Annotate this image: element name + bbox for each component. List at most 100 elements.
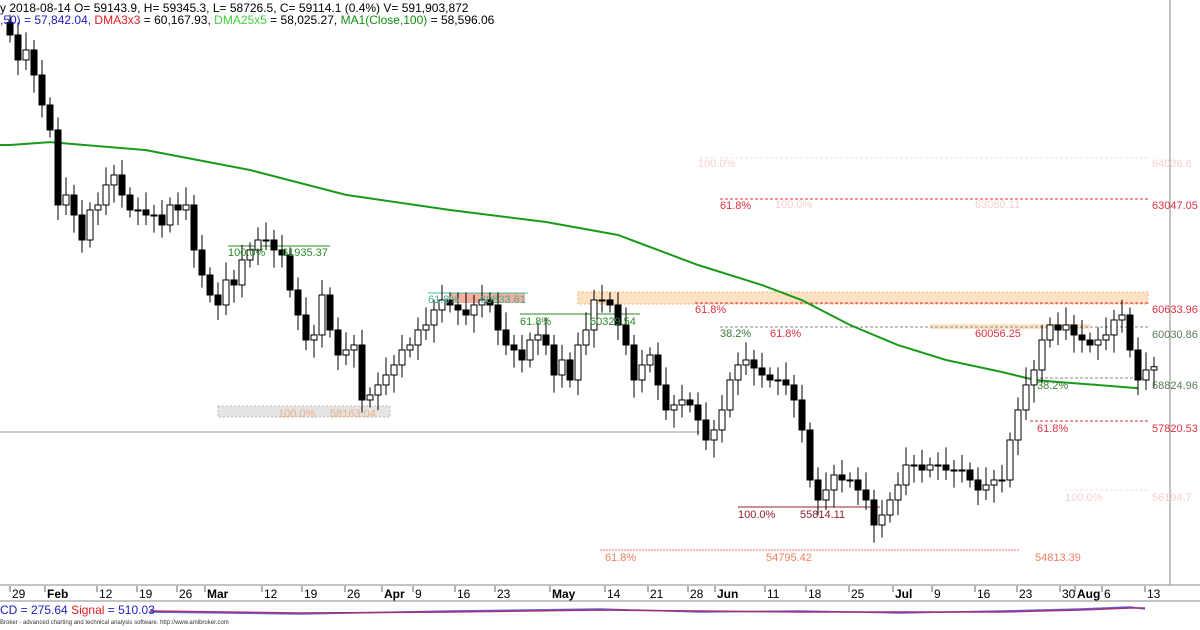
candle-down [302, 314, 310, 341]
candle-up [878, 514, 886, 526]
candle-down [198, 249, 206, 276]
candle-down [30, 49, 38, 76]
fib-label: 61.8% [605, 552, 636, 564]
candle-down [942, 464, 950, 471]
x-tick-label: 12 [99, 587, 113, 601]
candle-up [1022, 384, 1030, 411]
candle-up [1150, 366, 1158, 371]
candle-down [630, 344, 638, 381]
candle-up [1014, 409, 1022, 441]
x-tick-label: 19 [304, 587, 318, 601]
candle-down [38, 74, 46, 106]
signal-value: = 510.03 [104, 603, 155, 617]
candle-up [574, 344, 582, 381]
candle-down [798, 399, 806, 431]
x-tick-label: Aug [1077, 587, 1100, 601]
candle-up [982, 484, 990, 491]
candle-up [438, 299, 446, 311]
signal-label: Signal [71, 603, 105, 617]
fib-label: 54813.39 [1035, 552, 1081, 564]
x-tick-label: 23 [1019, 587, 1033, 601]
x-tick-label: 26 [347, 587, 361, 601]
fib-label: 100.0% [278, 408, 316, 420]
fib-label: 38.2% [720, 328, 751, 340]
fib-label: 60056.25 [975, 328, 1021, 340]
candle-up [382, 374, 390, 386]
candle-down [702, 419, 710, 441]
candle-down [214, 294, 222, 306]
fib-label: 63047.05 [1152, 200, 1198, 212]
candle-up [1038, 339, 1046, 371]
candle-up [950, 469, 958, 472]
fib-label: 60030.86 [1152, 329, 1198, 341]
candle-up [342, 349, 350, 356]
candle-down [518, 349, 526, 361]
ohlc-readout: y 2018-08-14 O= 59143.9, H= 59345.3, L= … [0, 1, 469, 15]
fib-label: 100.0% [698, 158, 736, 170]
candle-down [286, 254, 294, 291]
fib-label: 57820.53 [1152, 423, 1198, 435]
candle-down [270, 239, 278, 251]
candle-down [854, 479, 862, 491]
candle-down [446, 299, 454, 306]
candle-up [246, 249, 254, 261]
candle-down [510, 344, 518, 351]
candle-down [622, 324, 630, 346]
candle-up [646, 354, 654, 366]
candle-up [262, 239, 270, 242]
x-tick-label: 21 [650, 587, 664, 601]
candle-down [790, 384, 798, 401]
candle-down [806, 429, 814, 481]
x-tick-label: 13 [1147, 587, 1161, 601]
candle-up [926, 464, 934, 471]
fib-label: 60329.54 [590, 316, 636, 328]
fib-zone-band [577, 291, 1149, 305]
x-tick-label: 16 [977, 587, 991, 601]
candle-down [502, 329, 510, 346]
fib-label: 60633.96 [1152, 304, 1198, 316]
candle-up [366, 394, 374, 401]
candle-up [886, 499, 894, 516]
candle-down [654, 354, 662, 386]
candle-up [558, 359, 566, 376]
candle-down [206, 274, 214, 296]
fib-label: 54795.42 [766, 552, 812, 564]
ma100-value: = 58,596.06 [427, 13, 495, 27]
fib-label: 61.8% [520, 316, 551, 328]
candle-up [390, 364, 398, 376]
candle-down [966, 469, 974, 481]
candle-down [686, 399, 694, 406]
candle-down [606, 299, 614, 306]
fib-label: 61.8% [720, 200, 751, 212]
candle-up [846, 479, 854, 482]
fib-zone-box [450, 293, 525, 303]
candle-down [974, 479, 982, 491]
candle-down [78, 214, 86, 241]
x-tick-label: 16 [457, 587, 471, 601]
candle-up [582, 329, 590, 346]
candle-up [86, 209, 94, 241]
fib-label: 100.0% [738, 509, 776, 521]
fib-label: 55814.11 [800, 509, 845, 521]
candle-down [614, 304, 622, 326]
x-tick-label: 9 [934, 587, 941, 601]
candle-down [862, 489, 870, 501]
x-tick-label: 9 [415, 587, 422, 601]
candle-down [486, 299, 494, 306]
x-tick-label: 26 [179, 587, 193, 601]
x-tick-label: 28 [690, 587, 704, 601]
x-tick-label: 12 [264, 587, 278, 601]
fib-label: 63080.11 [975, 199, 1020, 211]
candle-up [398, 349, 406, 366]
candle-up [414, 329, 422, 346]
candle-up [670, 404, 678, 411]
fib-label: 61935.37 [282, 247, 328, 259]
candle-down [758, 367, 766, 376]
candle-up [182, 204, 190, 211]
fib-label: 60833.61 [480, 294, 526, 306]
fib-label: 38.2% [1037, 380, 1068, 392]
x-tick-label: Mar [207, 587, 229, 601]
candle-down [278, 249, 286, 256]
x-tick-label: 14 [607, 587, 621, 601]
